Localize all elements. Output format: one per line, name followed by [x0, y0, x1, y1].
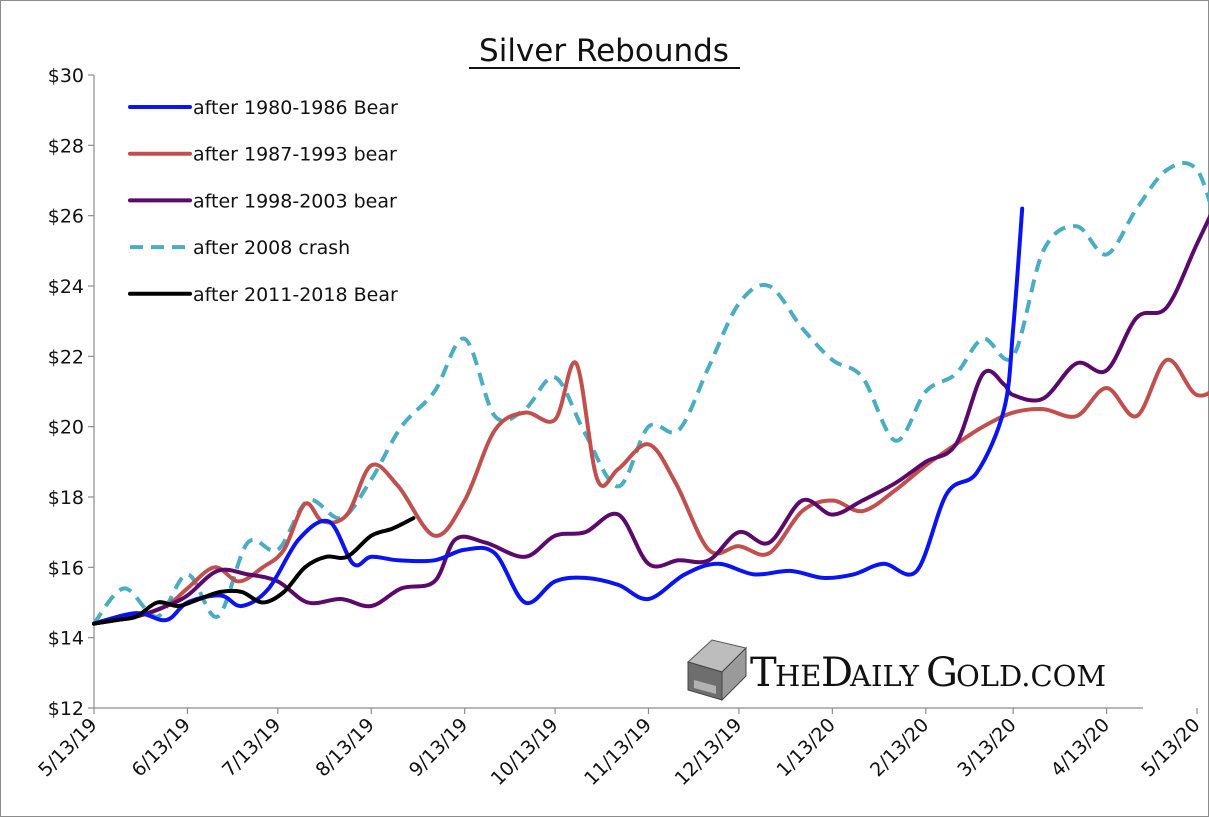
legend-label-after-1987-1993-bear: after 1987-1993 bear — [193, 144, 397, 166]
watermark-logo: T HE D AILY G OLD.COM — [687, 639, 1106, 702]
series-line-after-1987-1993-bear — [92, 357, 1209, 626]
y-tick-label: $26 — [48, 206, 84, 228]
x-tick-label: 2/13/20 — [866, 714, 933, 781]
x-tick-label: 12/13/19 — [671, 714, 747, 790]
x-tick-label: 4/13/20 — [1047, 714, 1114, 781]
svg-text:D: D — [821, 650, 853, 696]
x-tick-label: 10/13/19 — [487, 714, 563, 790]
legend: after 1980-1986 Bear after 1987-1993 bear… — [128, 97, 398, 306]
svg-text:AILY: AILY — [849, 659, 920, 693]
y-tick-label: $14 — [48, 628, 84, 650]
x-tick-label: 8/13/19 — [311, 714, 378, 781]
y-tick-label: $28 — [48, 135, 84, 157]
x-tick-label: 7/13/19 — [218, 714, 285, 781]
legend-label-after-1998-2003-bear: after 1998-2003 bear — [193, 190, 397, 212]
svg-text:OLD.COM: OLD.COM — [956, 659, 1106, 693]
series-lines — [92, 161, 1209, 626]
y-tick-label: $24 — [48, 276, 84, 298]
x-tick-label: 9/13/19 — [405, 714, 472, 781]
legend-label-after-1980-1986-bear: after 1980-1986 Bear — [193, 97, 398, 119]
chart-title: Silver Rebounds — [479, 33, 729, 69]
svg-text:T: T — [750, 650, 777, 696]
x-tick-label: 1/13/20 — [773, 714, 840, 781]
x-tick-label: 5/13/19 — [34, 714, 101, 781]
legend-label-after-2011-2018-bear: after 2011-2018 Bear — [193, 284, 398, 306]
gold-bar-icon — [687, 639, 747, 702]
y-tick-label: $22 — [48, 346, 84, 368]
y-tick-label: $18 — [48, 487, 84, 509]
y-tick-label: $30 — [48, 65, 84, 87]
y-tick-label: $20 — [48, 417, 84, 439]
svg-text:G: G — [926, 650, 958, 696]
y-tick-label: $12 — [48, 698, 84, 720]
x-tick-label: 6/13/19 — [128, 714, 195, 781]
x-tick-label: 5/13/20 — [1137, 714, 1204, 781]
svg-text:HE: HE — [775, 659, 821, 693]
y-tick-label: $16 — [48, 557, 84, 579]
legend-label-after-2008-crash: after 2008 crash — [193, 237, 350, 259]
series-line-after-2011-2018-bear — [92, 516, 416, 626]
x-tick-label: 11/13/19 — [580, 714, 656, 790]
x-tick-label: 3/13/20 — [953, 714, 1020, 781]
watermark-text: T HE D AILY G OLD.COM — [750, 650, 1106, 696]
series-line-after-1980-1986-bear — [92, 206, 1025, 626]
